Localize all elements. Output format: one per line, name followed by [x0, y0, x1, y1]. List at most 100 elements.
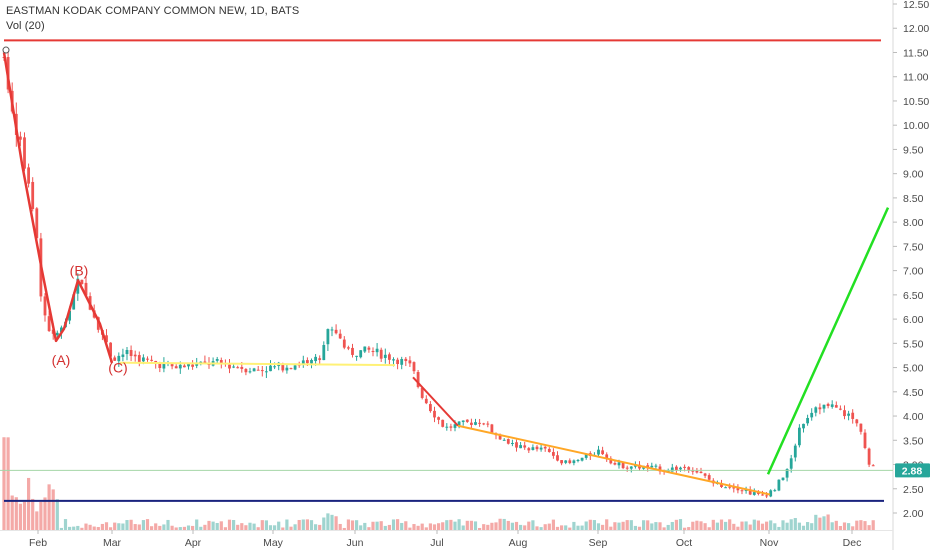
- volume-bar: [129, 519, 133, 530]
- volume-bar: [646, 520, 650, 530]
- drawings: (A) (B) (C): [0, 39, 893, 502]
- candle-body: [830, 404, 834, 407]
- last-price-value: 2.88: [902, 465, 923, 477]
- candle-body: [826, 403, 830, 407]
- candle-body: [765, 495, 768, 497]
- volume-bar: [174, 527, 178, 530]
- volume-bar: [43, 497, 47, 530]
- candle-body: [576, 459, 580, 461]
- wave-origin-marker: [2, 46, 10, 54]
- time-tick-label: Apr: [185, 537, 202, 549]
- volume-bar: [273, 525, 277, 530]
- candle-body: [506, 439, 510, 444]
- volume-bar: [371, 521, 375, 530]
- candle-body: [679, 467, 682, 470]
- volume-bar: [445, 520, 449, 530]
- volume-bar: [47, 484, 51, 530]
- candle-body: [80, 279, 84, 285]
- candle-body: [465, 419, 469, 422]
- candles: [2, 51, 875, 499]
- candle-body: [695, 471, 699, 473]
- volume-bar: [654, 522, 658, 530]
- volume-bar: [629, 520, 633, 530]
- volume-bar: [22, 501, 27, 530]
- candle-body: [486, 423, 490, 425]
- volume-bar: [531, 520, 535, 530]
- candle-body: [752, 492, 756, 495]
- volume-bar: [96, 527, 100, 530]
- volume-bar: [14, 497, 18, 530]
- downtrend-line: [457, 424, 771, 496]
- volume-bar: [379, 521, 383, 530]
- volume-bar: [838, 526, 842, 530]
- volume-bar: [662, 527, 666, 530]
- volume-bar: [117, 523, 121, 530]
- volume-bar: [68, 526, 72, 530]
- last-price-badge: [895, 463, 930, 478]
- candle-body: [273, 366, 276, 368]
- volume-bar: [588, 519, 592, 530]
- price-tick-label: 7.00: [903, 266, 924, 278]
- volume-bar: [801, 525, 806, 530]
- volume-bar: [728, 519, 732, 530]
- volume-bar: [818, 517, 822, 530]
- volume-bar: [84, 523, 88, 530]
- volume-bar: [555, 526, 560, 530]
- price-tick-label: 11.00: [903, 72, 929, 84]
- volume-bar: [359, 525, 363, 530]
- candle-body: [429, 404, 432, 412]
- volume-bar: [121, 523, 125, 530]
- candle-body: [822, 404, 826, 409]
- candle-body: [371, 351, 375, 353]
- candle-body: [437, 417, 440, 420]
- candle-body: [806, 417, 809, 424]
- candle-body: [736, 487, 740, 491]
- candle-body: [248, 371, 252, 373]
- volume-bar: [469, 520, 473, 530]
- candle-body: [449, 426, 453, 428]
- price-tick-label: 6.50: [903, 290, 924, 302]
- volume-bar: [342, 527, 346, 530]
- volume-bar: [449, 519, 453, 530]
- candle-body: [834, 405, 838, 408]
- candle-body: [252, 368, 256, 372]
- candle-body: [43, 296, 47, 316]
- candle-body: [236, 367, 240, 369]
- volume-bar: [699, 521, 703, 530]
- volume-bar: [326, 513, 330, 530]
- candle-body: [560, 460, 563, 464]
- candle-body: [84, 282, 88, 296]
- volume-bar: [252, 523, 256, 530]
- volume-bar: [355, 520, 359, 530]
- candle-body: [519, 445, 522, 449]
- candle-body: [379, 349, 383, 359]
- volume-bar: [109, 527, 113, 530]
- volume-bar: [666, 524, 670, 530]
- volume-bar: [527, 521, 531, 530]
- projection-line: [766, 207, 890, 475]
- volume-bar: [59, 527, 63, 530]
- volume-bar: [510, 522, 514, 530]
- price-tick-label: 2.50: [903, 484, 924, 496]
- volume-bar: [633, 525, 637, 530]
- candle-body: [158, 362, 162, 369]
- candle-body: [367, 347, 371, 350]
- volume-bar: [80, 527, 84, 530]
- volume-bar: [457, 519, 461, 530]
- candle-body: [322, 345, 326, 361]
- candle-body: [27, 167, 30, 184]
- volume-bar: [851, 526, 855, 530]
- candle-body: [314, 356, 317, 362]
- candle-body: [183, 365, 186, 368]
- volume-bar: [404, 521, 408, 530]
- candle-body: [613, 463, 617, 465]
- candle-body: [408, 360, 412, 364]
- volume-bar: [141, 520, 145, 530]
- candle-body: [441, 419, 445, 427]
- candle-body: [228, 364, 231, 369]
- candle-body: [154, 360, 158, 363]
- price-tick-label: 9.50: [903, 144, 924, 156]
- candle-body: [625, 467, 629, 469]
- candle-body: [334, 329, 338, 334]
- volume-bar: [498, 518, 502, 530]
